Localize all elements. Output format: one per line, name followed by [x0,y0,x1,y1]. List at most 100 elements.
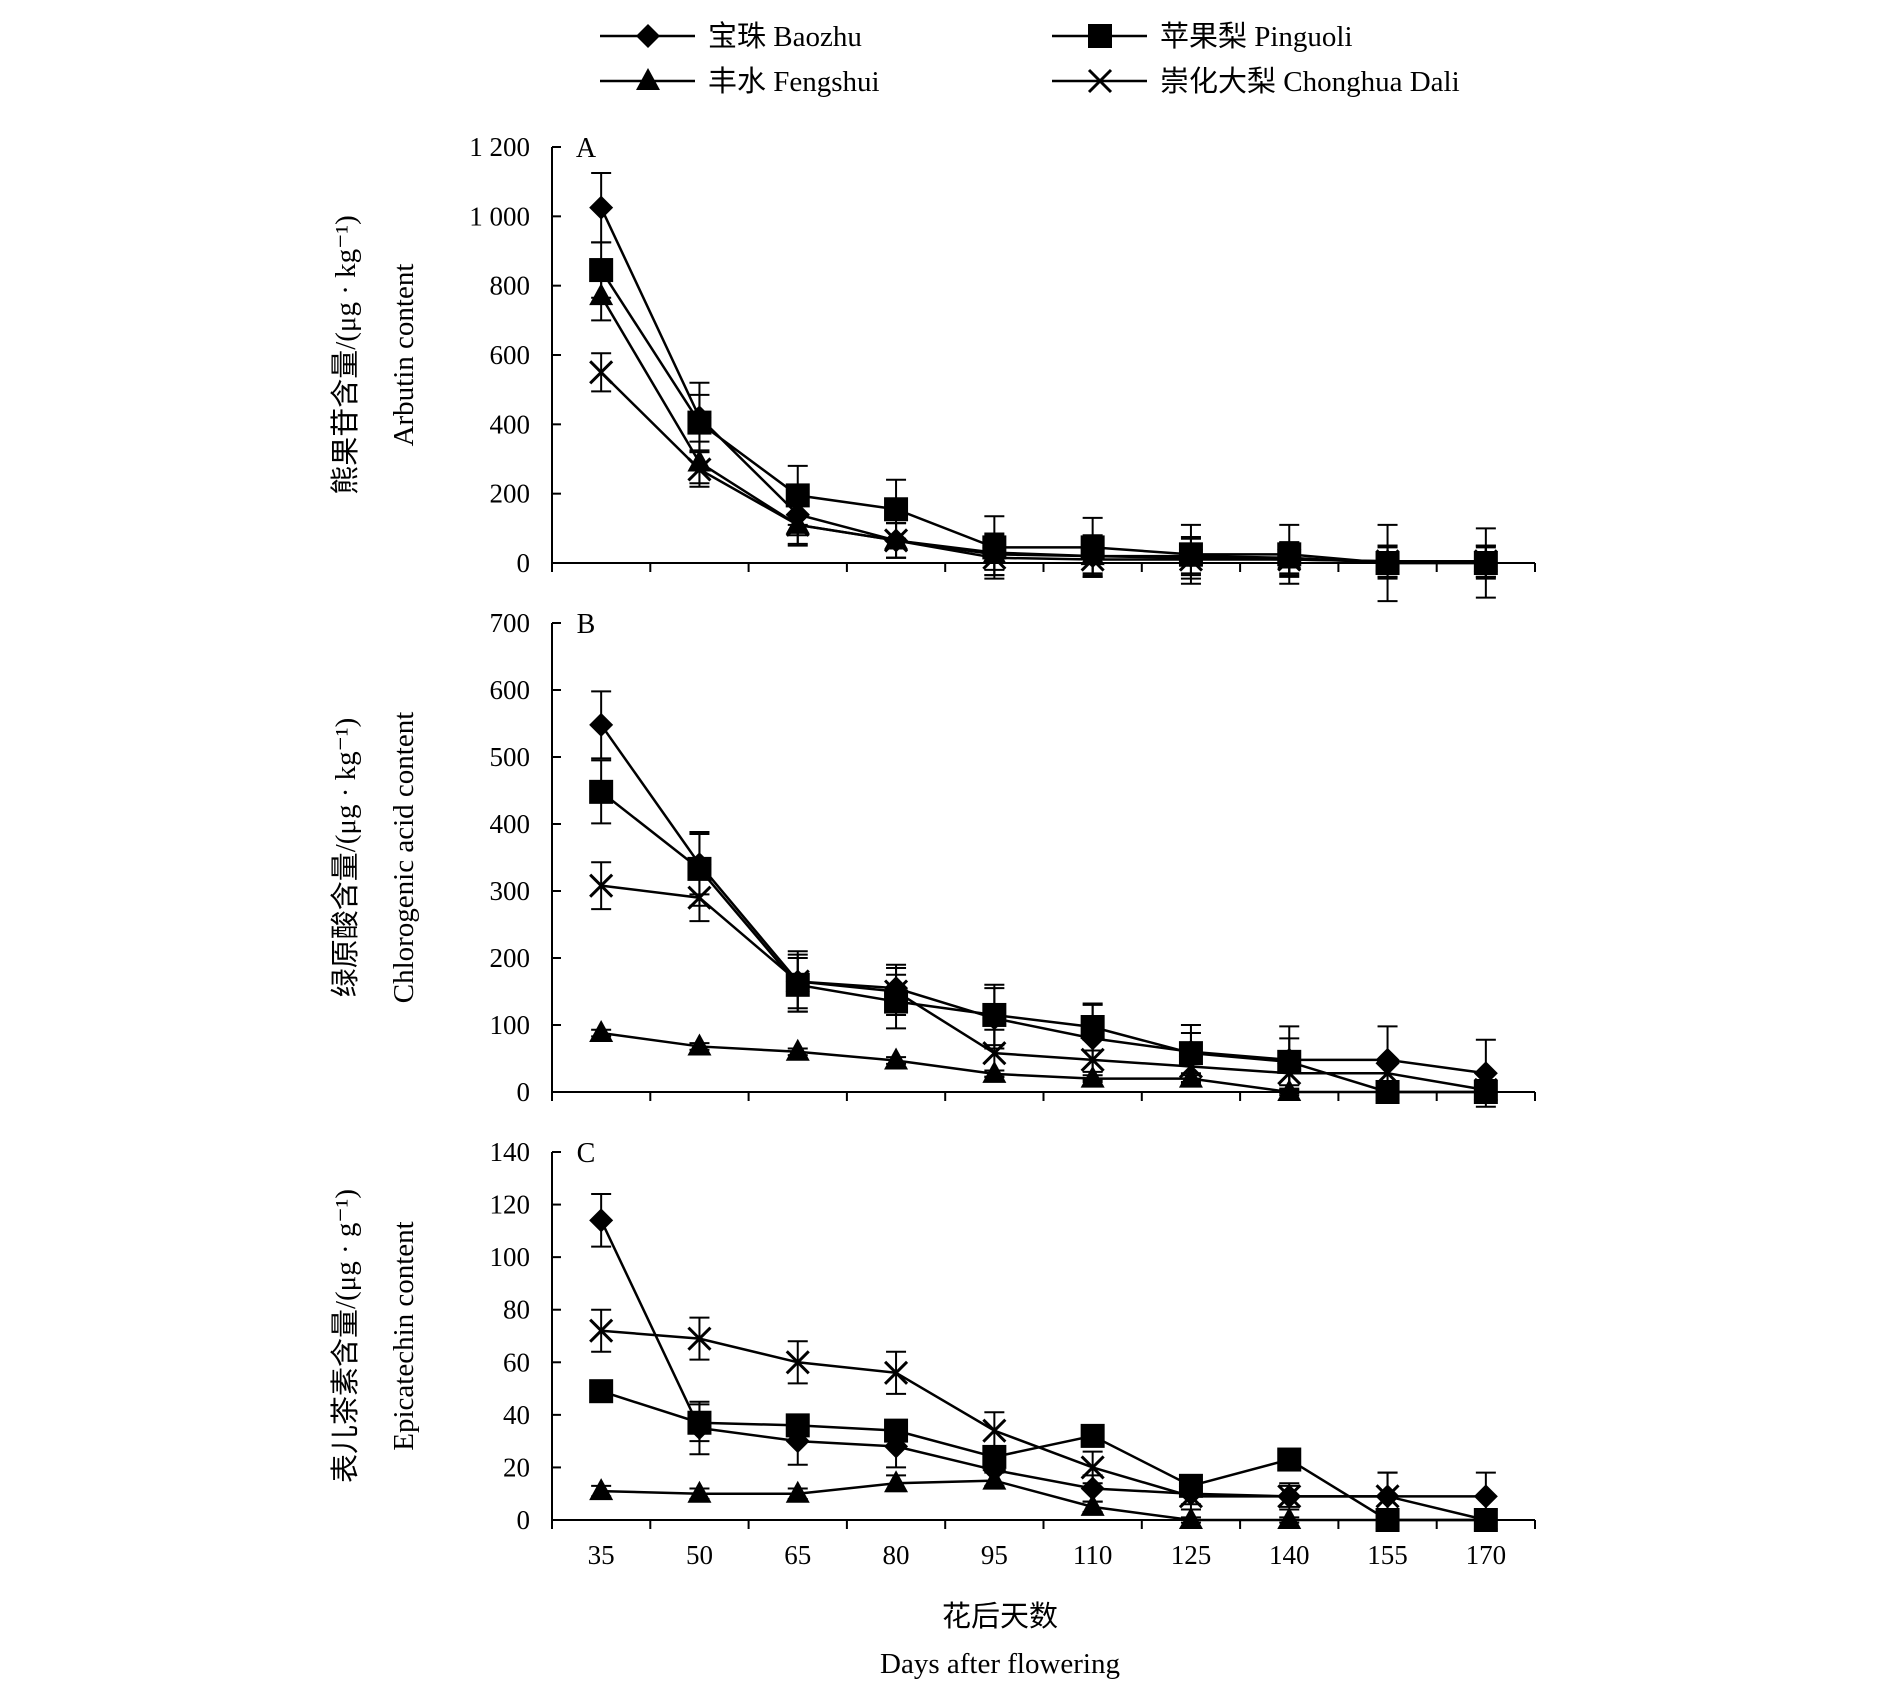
cross-point [1178,1054,1204,1079]
y-tick-label: 0 [517,1505,531,1535]
series-line [600,1219,1486,1498]
series-diamond [589,172,1498,580]
cross-point [1375,1484,1400,1509]
x-tick-label: 125 [1171,1540,1212,1570]
y-tick-label: 140 [490,1137,531,1167]
x-tick-label: 80 [883,1540,910,1570]
y-axis-label-en: Arbutin content [388,264,420,447]
series-cross [589,352,1498,578]
y-tick-label: 100 [490,1242,531,1272]
chart-panel-A: 0 200 400 600 800 1 000 1 200 A 熊果苷含量/(μg · kg⁻¹… [329,132,1536,603]
series-triangle [589,270,1498,580]
x-axis-label-en: Days after flowering [880,1648,1120,1680]
series-square [589,759,1498,1104]
x-tick-labels: 35 50 65 80 95 110 125 140 155 170 [588,1540,1506,1570]
y-tick-label: 20 [503,1452,530,1482]
x-tick-label: 65 [784,1540,811,1570]
triangle-point [982,1467,1007,1490]
cross-point [1080,1455,1105,1480]
triangle-point [884,1047,909,1070]
series-line [600,269,1486,565]
square-point [589,1379,614,1404]
cross-point [1375,549,1400,574]
y-tick-label: 1 000 [469,201,530,231]
square-point [884,497,909,522]
cross-point [883,1360,909,1385]
panel-letter: C [577,1138,596,1169]
y-axis-label-cn: 熊果苷含量/(μg · kg⁻¹) [329,215,362,495]
panel-letter: A [576,133,597,164]
diamond-point [589,712,614,737]
cross-point [687,1326,712,1351]
series-line [600,1031,1486,1094]
legend-label: 丰水 Fengshui [708,65,880,98]
legend-label: 宝珠 Baozhu [708,20,862,53]
diamond-point [1473,1484,1498,1509]
x-tick-label: 110 [1073,1540,1113,1570]
x-tick-label: 170 [1466,1540,1507,1570]
legend-entry: 丰水 Fengshui [600,65,880,98]
y-tick-label: 400 [490,809,531,839]
square-point [1080,1423,1105,1448]
diamond-point [589,1208,614,1233]
cross-point [982,1041,1007,1066]
y-tick-label: 600 [490,675,531,705]
series-triangle [589,1467,1498,1529]
diamond-point [589,195,614,220]
y-tick-label: 700 [490,608,531,638]
triangle-point [1080,1493,1105,1516]
series-line [601,1479,1486,1522]
series-line [601,1329,1487,1522]
x-axis-label-cn: 花后天数 [942,1600,1058,1633]
triangle-point [1277,1507,1302,1529]
square-point [884,1418,909,1443]
y-axis-label-cn: 绿原酸含量/(μg · kg⁻¹) [329,718,362,998]
y-tick-label: 0 [517,1077,531,1107]
triangle-point [1375,1079,1400,1101]
x-tick-label: 50 [686,1540,713,1570]
cross-point [785,512,810,537]
chart-panel-C: 0 20 40 60 80 100 120 140 C 表儿茶素含量/(μg · g⁻¹) Epic… [329,1137,1536,1535]
cross-point [687,457,712,482]
cross-point [1473,1507,1498,1533]
square-point [687,410,712,435]
y-tick-label: 200 [490,943,531,973]
x-tick-label: 95 [981,1540,1008,1570]
square-point [589,779,614,804]
triangle-point [785,1038,810,1061]
y-axis-label-en: Epicatechin content [388,1221,420,1450]
cross-point [1277,1484,1302,1509]
legend-label: 崇化大梨 Chonghua Dali [1160,65,1460,98]
legend-entry: 崇化大梨 Chonghua Dali [1052,65,1460,98]
cross-point [1080,1047,1105,1072]
cross-point [589,1318,614,1343]
triangle-legend-marker [636,68,660,90]
square-point [982,1002,1007,1027]
square-point [687,1410,712,1435]
y-tick-label: 80 [503,1295,530,1325]
series-square [589,1379,1498,1532]
series-cross [589,1308,1498,1533]
triangle-point [589,1020,614,1043]
triangle-point [884,1470,909,1493]
x-tick-label: 35 [588,1540,615,1570]
y-axis-label-cn: 表儿茶素含量/(μg · g⁻¹) [329,1189,362,1483]
square-point [1080,1015,1105,1040]
y-tick-label: 0 [517,548,531,578]
legend: 宝珠 Baozhu 苹果梨 Pinguoli 丰水 Fengshui 崇化大梨 Cho… [600,20,1460,98]
series-line [600,371,1486,563]
legend-entry: 苹果梨 Pinguoli [1052,20,1353,53]
square-point [785,1413,810,1438]
cross-point [785,969,810,994]
series-line [600,884,1487,1092]
cross-point [1473,1077,1498,1103]
cross-point [589,873,614,898]
triangle-point [589,283,614,306]
square-point [1277,1447,1302,1472]
legend-entry: 宝珠 Baozhu [600,20,862,53]
panel-letter: B [577,609,596,640]
series-diamond [589,1193,1498,1521]
cross-point [883,528,909,553]
y-tick-label: 120 [490,1190,531,1220]
